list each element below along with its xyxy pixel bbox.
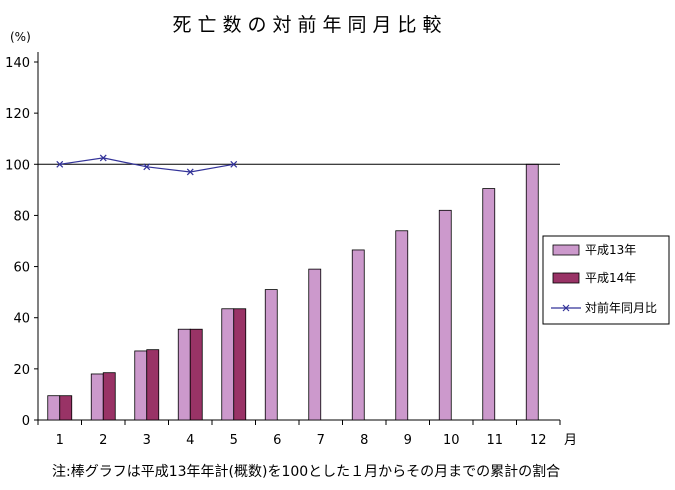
legend-swatch xyxy=(552,272,580,284)
x-tick-label: 8 xyxy=(360,433,368,448)
bar-h13 xyxy=(177,328,191,421)
legend-label: 平成14年 xyxy=(585,271,636,285)
bar-h14 xyxy=(146,349,160,421)
bar-h14 xyxy=(59,395,73,421)
y-tick-label: 0 xyxy=(22,414,30,429)
x-tick-label: 1 xyxy=(56,433,64,448)
series-line-ratio xyxy=(59,157,234,173)
y-tick-label: 140 xyxy=(5,56,30,71)
x-axis-unit-label: 月 xyxy=(564,433,577,448)
line-point xyxy=(99,154,107,162)
y-tick-label: 40 xyxy=(13,312,30,327)
x-tick-label: 2 xyxy=(99,433,107,448)
x-tick-label: 6 xyxy=(273,433,281,448)
x-tick-label: 4 xyxy=(186,433,194,448)
legend-swatch xyxy=(552,244,580,256)
y-tick-label: 120 xyxy=(5,107,30,122)
bar-h13 xyxy=(308,268,322,421)
x-tick-label: 3 xyxy=(143,433,151,448)
line-point xyxy=(143,163,151,171)
y-tick-label: 60 xyxy=(13,261,30,276)
chart-title: 死亡数の対前年同月比較 xyxy=(172,14,448,36)
bar-h13 xyxy=(47,395,61,421)
x-tick-label: 12 xyxy=(530,433,547,448)
x-tick-label: 11 xyxy=(486,433,503,448)
bar-h13 xyxy=(264,289,278,421)
bar-h14 xyxy=(102,372,116,421)
bar-h13 xyxy=(438,209,452,421)
legend-label: 平成13年 xyxy=(585,243,636,257)
bar-h13 xyxy=(134,350,148,421)
legend-label: 対前年同月比 xyxy=(585,300,657,315)
y-tick-label: 20 xyxy=(13,363,30,378)
bar-h13 xyxy=(90,373,104,421)
bar-h13 xyxy=(351,249,365,421)
bar-h13 xyxy=(525,163,539,421)
bar-h13 xyxy=(395,230,409,421)
bar-h14 xyxy=(233,308,247,421)
bar-h13 xyxy=(221,308,235,421)
x-tick-label: 5 xyxy=(230,433,238,448)
x-tick-label: 9 xyxy=(404,433,412,448)
bar-h13 xyxy=(482,188,496,421)
line-point xyxy=(56,160,64,168)
footnote: 注:棒グラフは平成13年年計(概数)を100とした１月からその月までの累計の割合 xyxy=(52,464,561,480)
line-point xyxy=(230,160,238,168)
x-tick-label: 10 xyxy=(443,433,460,448)
y-axis-unit-label: (%) xyxy=(10,30,31,44)
line-point xyxy=(186,168,194,176)
y-tick-label: 100 xyxy=(5,158,30,173)
y-tick-label: 80 xyxy=(13,209,30,224)
bar-h14 xyxy=(189,328,203,421)
legend-swatch-marker xyxy=(562,304,570,312)
x-tick-label: 7 xyxy=(317,433,325,448)
